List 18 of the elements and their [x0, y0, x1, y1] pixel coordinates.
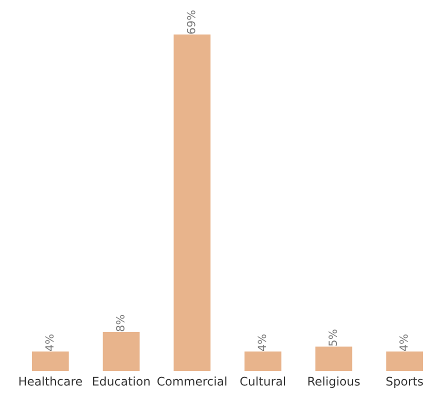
x-tick-label: Cultural: [240, 376, 286, 386]
x-tick-label: Education: [93, 376, 150, 386]
data-label: 69%: [186, 10, 196, 34]
bar: [32, 351, 69, 371]
bar: [102, 332, 140, 371]
data-label: 5%: [328, 330, 337, 346]
data-label: 4%: [45, 334, 54, 351]
x-tick-label: Sports: [386, 376, 423, 388]
bar: [244, 351, 282, 371]
x-tick-label: Commercial: [157, 376, 226, 386]
bar: [315, 346, 352, 371]
bar: [174, 34, 210, 371]
x-tick-label: Religious: [308, 376, 360, 388]
data-label: 4%: [399, 334, 408, 351]
bar: [386, 351, 423, 371]
data-label: 8%: [116, 314, 124, 332]
data-label: 4%: [258, 334, 266, 351]
x-tick-label: Healthcare: [19, 376, 82, 386]
